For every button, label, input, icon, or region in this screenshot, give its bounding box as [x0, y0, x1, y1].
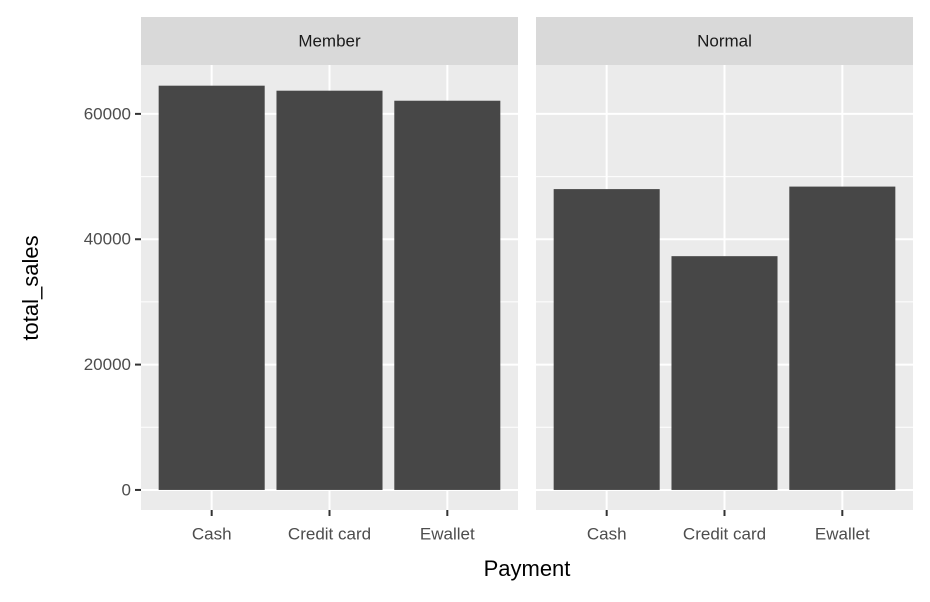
x-tick-label: Credit card	[288, 524, 371, 543]
strip-background	[536, 17, 913, 65]
strip-background	[141, 17, 518, 65]
bar	[671, 256, 778, 490]
x-tick-label: Cash	[192, 524, 232, 543]
x-tick-label: Cash	[587, 524, 627, 543]
y-tick-label: 20000	[84, 355, 131, 374]
bar	[789, 186, 896, 490]
x-tick-label: Ewallet	[815, 524, 870, 543]
bar	[158, 85, 265, 490]
bar	[276, 90, 383, 490]
y-tick-label: 0	[122, 480, 131, 499]
strip-label: Member	[298, 31, 361, 50]
x-tick-label: Ewallet	[420, 524, 475, 543]
x-tick-label: Credit card	[683, 524, 766, 543]
strip-label: Normal	[697, 31, 752, 50]
y-tick-label: 60000	[84, 104, 131, 123]
y-tick-label: 40000	[84, 230, 131, 249]
y-axis-title: total_sales	[18, 235, 43, 340]
bar	[553, 189, 660, 490]
bar	[394, 100, 501, 490]
x-axis-title: Payment	[484, 556, 571, 581]
